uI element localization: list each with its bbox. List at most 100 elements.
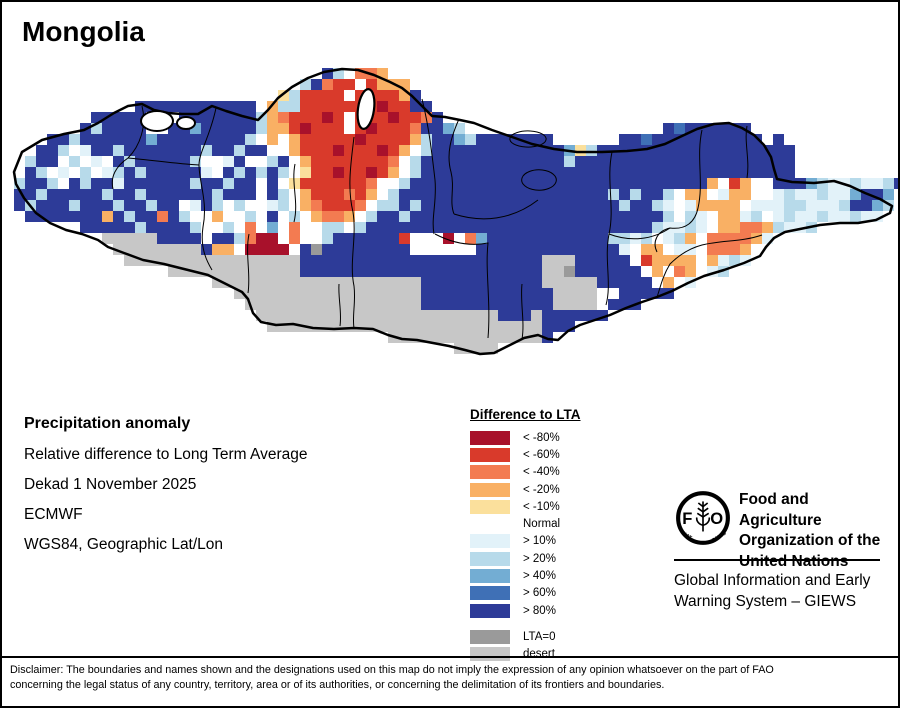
map-cell (421, 178, 432, 189)
map-cell (421, 167, 432, 178)
map-cell (311, 178, 322, 189)
map-cell (245, 277, 256, 288)
map-cell (289, 90, 300, 101)
map-cell (179, 200, 190, 211)
map-cell (135, 112, 146, 123)
map-cell (421, 266, 432, 277)
map-cell (762, 134, 773, 145)
map-cell (729, 134, 740, 145)
legend-item: > 80% (470, 602, 680, 619)
map-cell (366, 211, 377, 222)
map-cell (278, 266, 289, 277)
map-cell (388, 123, 399, 134)
map-cell (388, 189, 399, 200)
map-cell (520, 233, 531, 244)
map-cell (256, 233, 267, 244)
map-cell (124, 134, 135, 145)
map-cell (542, 156, 553, 167)
map-cell (36, 167, 47, 178)
map-cell (190, 178, 201, 189)
map-cell (278, 244, 289, 255)
map-cell (311, 211, 322, 222)
map-cell (344, 156, 355, 167)
map-cell (432, 266, 443, 277)
map-cell (432, 255, 443, 266)
map-cell (355, 156, 366, 167)
map-cell (432, 200, 443, 211)
map-cell (146, 112, 157, 123)
map-cell (696, 156, 707, 167)
legend-swatch (470, 551, 510, 566)
map-cell (454, 134, 465, 145)
map-cell (245, 233, 256, 244)
page-title: Mongolia (22, 16, 145, 47)
map-cell (476, 321, 487, 332)
province-boundary (745, 125, 749, 179)
fao-divider (674, 559, 880, 561)
map-cell (608, 156, 619, 167)
map-cell (762, 200, 773, 211)
map-cell (344, 178, 355, 189)
map-cell (663, 134, 674, 145)
map-cell (564, 167, 575, 178)
map-cell (784, 145, 795, 156)
map-cell (355, 255, 366, 266)
map-cell (333, 288, 344, 299)
map-cell (773, 134, 784, 145)
map-cell (25, 156, 36, 167)
map-cell (454, 332, 465, 343)
map-cell (102, 156, 113, 167)
map-cell (410, 112, 421, 123)
map-cell (311, 156, 322, 167)
map-cell (278, 145, 289, 156)
map-cell (586, 145, 597, 156)
map-cell (575, 211, 586, 222)
map-cell (47, 156, 58, 167)
map-cell (344, 189, 355, 200)
map-cell (25, 167, 36, 178)
map-cell (168, 156, 179, 167)
legend-items: < -80% < -60% < -40% < -20% < -10% Normal > 10… (470, 429, 680, 619)
map-cell (267, 266, 278, 277)
map-cell (333, 244, 344, 255)
map-cell (487, 266, 498, 277)
map-cell (113, 123, 124, 134)
map-cell (256, 288, 267, 299)
map-cell (850, 200, 861, 211)
map-cell (256, 244, 267, 255)
map-cell (520, 321, 531, 332)
map-cell (586, 299, 597, 310)
map-cell (278, 178, 289, 189)
map-cell (69, 145, 80, 156)
map-cell (355, 288, 366, 299)
map-cell (168, 123, 179, 134)
map-cell (311, 123, 322, 134)
map-cell (344, 321, 355, 332)
map-cell (190, 112, 201, 123)
map-cell (619, 244, 630, 255)
map-cell (531, 178, 542, 189)
map-cell (25, 178, 36, 189)
map-cell (421, 288, 432, 299)
map-cell (300, 321, 311, 332)
map-cell (762, 145, 773, 156)
map-cell (146, 178, 157, 189)
map-cell (377, 310, 388, 321)
map-cell (311, 222, 322, 233)
map-cell (47, 145, 58, 156)
map-cell (14, 178, 25, 189)
map-cell (487, 178, 498, 189)
map-cell (509, 156, 520, 167)
map-cell (608, 167, 619, 178)
map-cell (553, 255, 564, 266)
legend-swatch (470, 534, 510, 549)
map-cell (267, 321, 278, 332)
map-cell (542, 233, 553, 244)
map-cell (179, 211, 190, 222)
map-cell (355, 134, 366, 145)
map-cell (674, 145, 685, 156)
map-cell (663, 255, 674, 266)
map-cell (608, 200, 619, 211)
map-cell (751, 178, 762, 189)
map-cell (344, 145, 355, 156)
